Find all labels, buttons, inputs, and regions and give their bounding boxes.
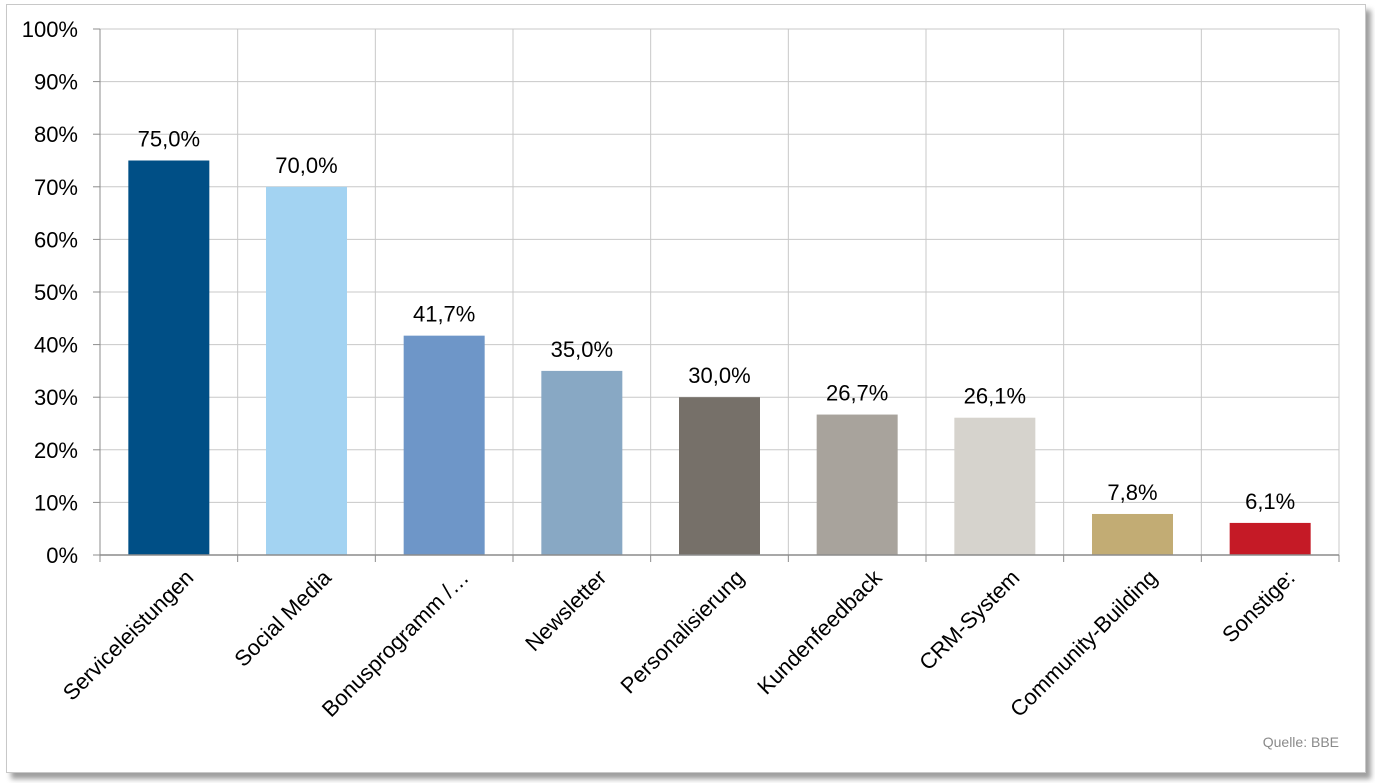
bar [128, 160, 210, 555]
y-tick-label: 70% [34, 175, 78, 200]
y-tick-label: 80% [34, 122, 78, 147]
data-labels: 75,0% 70,0% 41,7% 35,0% 30,0% 26,7% 26,1% 7,8% 6… [138, 127, 1296, 514]
category-label: Newsletter [520, 565, 611, 656]
y-tick-label: 100% [22, 17, 78, 42]
category-label: Community-Building [1005, 565, 1162, 722]
category-label: Bonusprogramm /… [317, 565, 474, 722]
data-label: 75,0% [138, 127, 200, 152]
chart-frame: 0% 10% 20% 30% 40% 50% 60% 70% 80% 90% 100% 75,0% 7… [6, 4, 1366, 773]
data-label: 30,0% [688, 363, 750, 388]
bar [541, 370, 623, 555]
category-label: Personalisierung [615, 565, 749, 699]
data-label: 70,0% [275, 153, 337, 178]
data-label: 41,7% [413, 302, 475, 327]
y-tick-label: 10% [34, 490, 78, 515]
y-tick-label: 20% [34, 438, 78, 463]
category-label: Kundenfeedback [752, 564, 887, 699]
y-tick-label: 30% [34, 385, 78, 410]
y-tick-label: 60% [34, 227, 78, 252]
bar [1229, 522, 1311, 555]
y-tick-label: 90% [34, 70, 78, 95]
bar [1092, 513, 1173, 555]
axes [93, 28, 1340, 562]
data-label: 26,1% [964, 384, 1026, 409]
category-label: CRM-System [914, 565, 1024, 675]
source-note: Quelle: BBE [1262, 734, 1339, 750]
data-label: 7,8% [1107, 480, 1157, 505]
bar-chart: 0%10%20%30%40%50%60%70%80%90%100% 75,0%7… [22, 17, 1340, 722]
bar [266, 186, 347, 556]
y-tick-label: 50% [34, 280, 78, 305]
x-axis-category-labels: Serviceleistungen Social MediaBonusprogra… [58, 564, 1300, 722]
y-tick-label: 40% [34, 333, 78, 358]
category-label: Serviceleistungen [58, 565, 198, 705]
bars [128, 160, 1311, 556]
y-tick-label: 0% [46, 543, 78, 568]
data-label: 6,1% [1245, 489, 1295, 514]
bar [679, 397, 760, 555]
bar [954, 417, 1036, 555]
category-label: Social Media [229, 564, 336, 671]
bar [403, 335, 485, 555]
category-label: Sonstige: [1217, 565, 1300, 648]
y-axis-tick-labels: 0% 10% 20% 30% 40% 50% 60% 70% 80% 90% 100% [22, 17, 78, 568]
bar [816, 414, 898, 555]
data-label: 26,7% [826, 381, 888, 406]
data-label: 35,0% [551, 337, 613, 362]
